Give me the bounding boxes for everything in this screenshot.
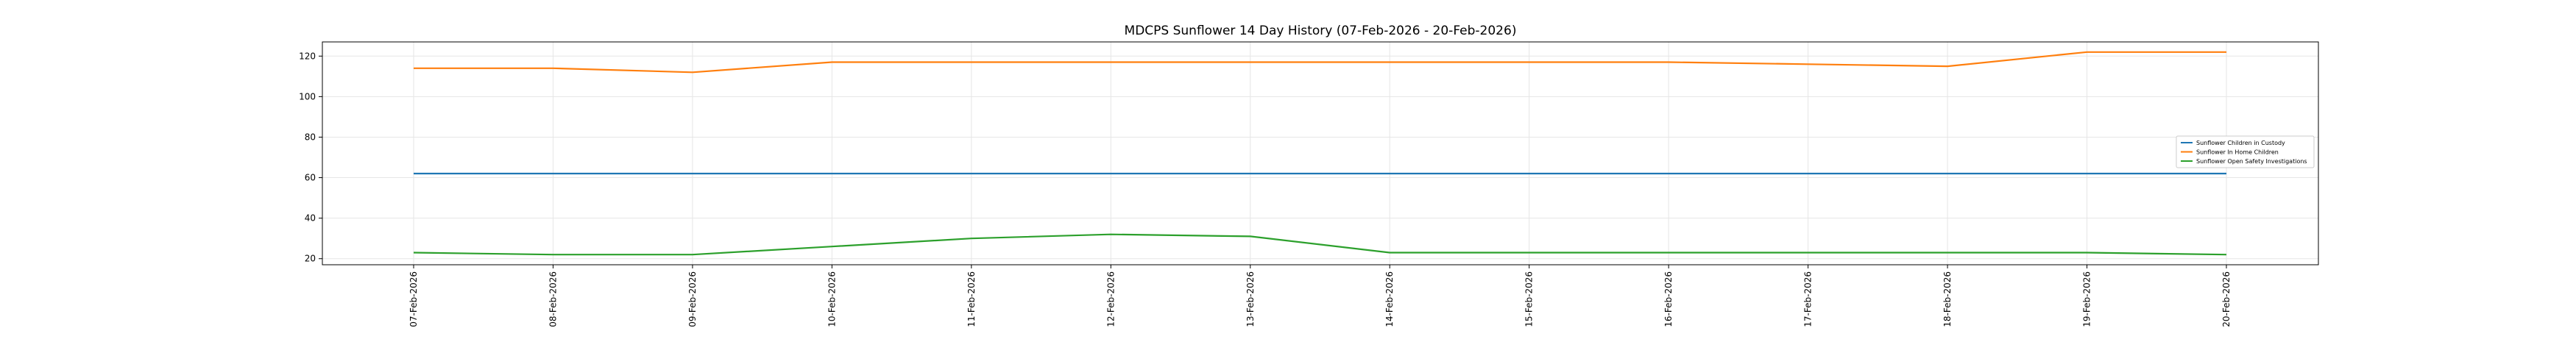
series-line xyxy=(414,51,2226,74)
x-tick-label: 15-Feb-2026 xyxy=(1524,271,1535,327)
x-tick-label: 19-Feb-2026 xyxy=(2082,271,2092,327)
x-tick-label: 12-Feb-2026 xyxy=(1105,271,1116,327)
legend: Sunflower Children in Custody Sunflower I… xyxy=(2176,135,2315,168)
chart-title: MDCPS Sunflower 14 Day History (07-Feb-2… xyxy=(1125,24,1517,38)
y-tick-label: 60 xyxy=(305,173,316,183)
y-tick-label: 40 xyxy=(305,213,316,224)
x-tick-label: 09-Feb-2026 xyxy=(687,271,698,327)
series-line xyxy=(413,233,2227,256)
plot-area xyxy=(322,41,2319,265)
y-tick-label: 80 xyxy=(305,132,316,142)
x-tick-label: 13-Feb-2026 xyxy=(1245,271,1256,327)
plot-lines xyxy=(413,51,2227,256)
x-tick-label: 20-Feb-2026 xyxy=(2221,271,2232,327)
y-tick-label: 20 xyxy=(305,254,316,264)
x-tick-label: 16-Feb-2026 xyxy=(1663,271,1674,327)
x-tick-label: 17-Feb-2026 xyxy=(1803,271,1814,327)
legend-box xyxy=(2176,135,2315,168)
legend-label: Sunflower In Home Children xyxy=(2196,149,2279,156)
y-tick-label: 120 xyxy=(299,51,316,61)
legend-label: Sunflower Children in Custody xyxy=(2196,140,2285,146)
x-tick-label: 10-Feb-2026 xyxy=(827,271,837,327)
y-axis: 20 40 60 80 100 120 xyxy=(299,51,322,264)
x-tick-label: 07-Feb-2026 xyxy=(408,271,419,327)
x-tick-label: 14-Feb-2026 xyxy=(1384,271,1395,327)
x-tick-label: 18-Feb-2026 xyxy=(1942,271,1953,327)
legend-label: Sunflower Open Safety Investigations xyxy=(2196,158,2307,165)
y-tick-label: 100 xyxy=(299,91,316,101)
x-tick-label: 08-Feb-2026 xyxy=(548,271,558,327)
grid xyxy=(322,42,2318,265)
x-tick-label: 11-Feb-2026 xyxy=(966,271,977,327)
x-axis: 07-Feb-2026 08-Feb-2026 09-Feb-2026 10-Feb-… xyxy=(408,265,2232,327)
